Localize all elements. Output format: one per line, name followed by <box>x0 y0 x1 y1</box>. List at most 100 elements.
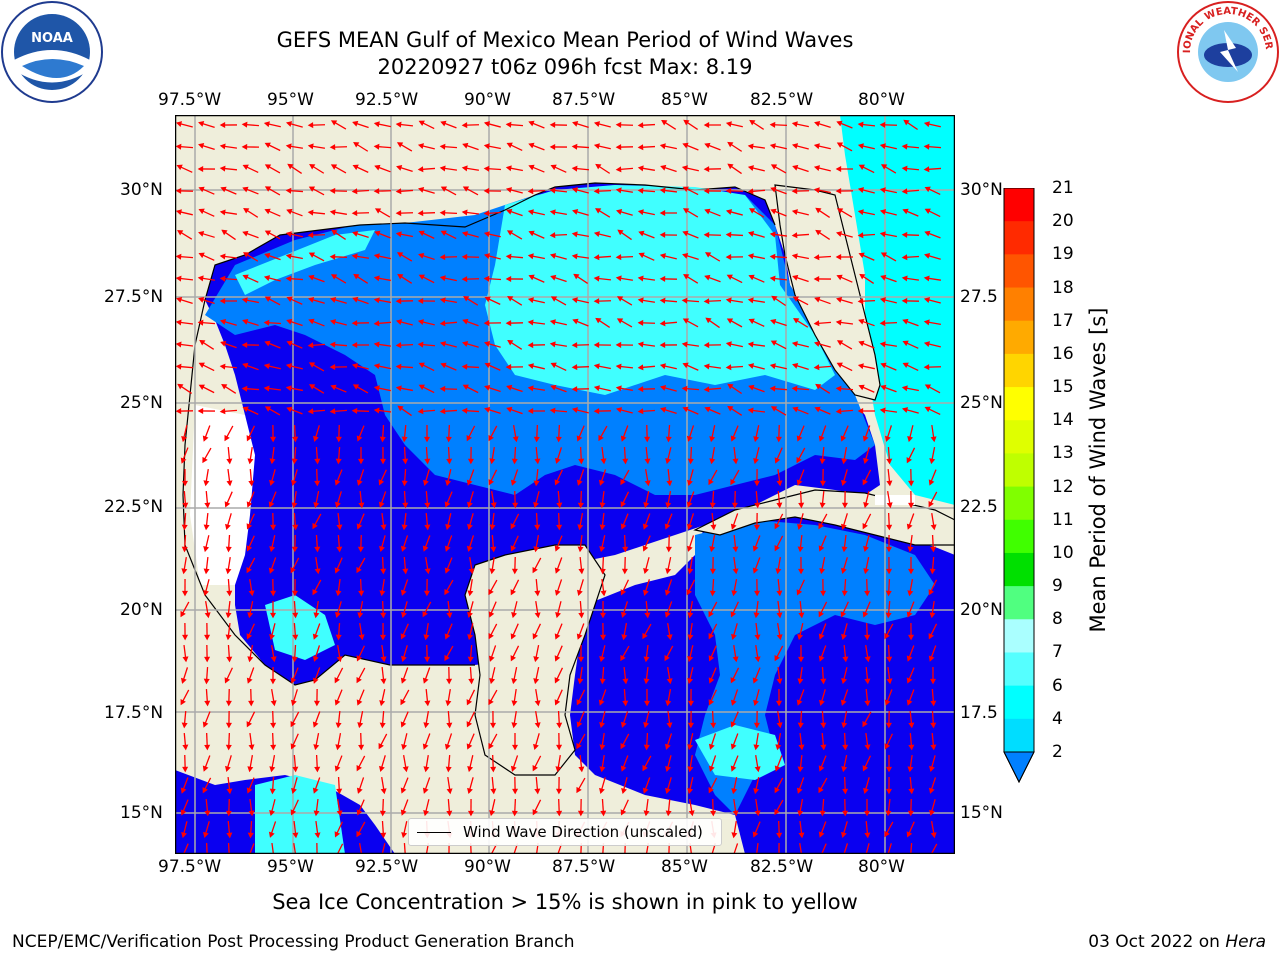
direction-arrow-head <box>571 187 579 193</box>
direction-arrow-head <box>730 523 737 530</box>
direction-arrow-head <box>446 678 453 685</box>
direction-arrow-head <box>440 120 447 127</box>
direction-arrow-head <box>857 143 864 150</box>
direction-arrow-head <box>423 634 430 641</box>
direction-arrow-head <box>840 699 847 706</box>
direction-arrow-head <box>727 163 734 170</box>
direction-arrow-head <box>336 656 343 663</box>
direction-arrow-head <box>534 612 541 619</box>
direction-arrow-head <box>484 362 491 369</box>
direction-arrow <box>182 843 189 854</box>
direction-arrow-head <box>527 342 534 349</box>
short-period-zone-pacific <box>255 775 345 854</box>
direction-arrow-head <box>329 144 336 151</box>
direction-arrow-head <box>725 364 732 371</box>
direction-arrow-head <box>555 436 562 443</box>
direction-arrow-head <box>444 633 451 640</box>
direction-arrow-head <box>732 656 739 663</box>
direction-arrow-head <box>379 545 385 553</box>
direction-arrow-head <box>666 678 673 685</box>
direction-arrow-head <box>858 164 865 170</box>
direction-arrow-head <box>198 362 205 369</box>
direction-arrow-head <box>820 678 827 685</box>
direction-arrow-head <box>527 297 534 304</box>
direction-arrow-head <box>842 810 849 817</box>
direction-arrow-head <box>703 166 710 173</box>
direction-arrow-head <box>533 480 540 487</box>
colorbar-tick-label: 17 <box>1052 310 1074 331</box>
direction-arrow-head <box>747 165 754 172</box>
direction-arrow-head <box>908 722 915 729</box>
direction-arrow-head <box>577 656 585 663</box>
direction-arrow-head <box>400 545 407 552</box>
direction-arrow-head <box>401 611 407 619</box>
direction-arrow-head <box>285 231 292 238</box>
direction-arrow-head <box>334 501 341 508</box>
direction-arrow-head <box>710 810 717 817</box>
direction-arrow-head <box>620 589 627 596</box>
direction-arrow-head <box>290 809 297 816</box>
direction-arrow-head <box>593 385 600 392</box>
direction-arrow-head <box>840 567 847 574</box>
direction-arrow-head <box>726 274 733 280</box>
direction-arrow-head <box>528 274 535 281</box>
direction-arrow-head <box>730 435 737 442</box>
direction-arrow-head <box>401 655 407 662</box>
direction-arrow-head <box>880 164 888 170</box>
direction-arrow-head <box>505 165 512 172</box>
direction-arrow-head <box>682 142 689 149</box>
direction-arrow-head <box>791 188 798 195</box>
direction-arrow-head <box>175 253 182 260</box>
direction-arrow-head <box>704 274 711 281</box>
direction-arrow-head <box>644 458 651 465</box>
lon-tick-bottom: 87.5°W <box>552 857 616 877</box>
colorbar-tick-label: 16 <box>1052 343 1074 364</box>
direction-arrow-head <box>400 589 407 596</box>
colorbar-segment <box>1004 552 1034 587</box>
direction-arrow <box>403 842 406 854</box>
direction-arrow-head <box>489 810 496 817</box>
direction-arrow-head <box>620 809 627 816</box>
direction-arrow-head <box>637 297 644 304</box>
direction-arrow-head <box>923 275 930 282</box>
direction-arrow-head <box>930 436 937 443</box>
lat-tick-left: 20°N <box>120 600 163 620</box>
direction-arrow-head <box>312 787 319 794</box>
direction-arrow-head <box>682 362 689 369</box>
direction-arrow-head <box>731 788 738 795</box>
direction-arrow-head <box>599 524 606 531</box>
direction-arrow-head <box>885 788 892 795</box>
direction-arrow-head <box>379 436 386 443</box>
direction-arrow-head <box>686 545 693 552</box>
direction-arrow-head <box>182 502 189 509</box>
direction-arrow-head <box>467 656 474 663</box>
direction-arrow-head <box>466 545 473 552</box>
direction-arrow-head <box>400 633 407 640</box>
direction-arrow-head <box>774 545 780 552</box>
direction-arrow-head <box>747 407 754 414</box>
direction-arrow-head <box>395 231 402 238</box>
direction-arrow-head <box>901 385 908 392</box>
direction-arrow-head <box>555 766 562 773</box>
direction-arrow-head <box>770 164 778 170</box>
direction-arrow-head <box>533 743 539 750</box>
direction-arrow-head <box>312 588 318 596</box>
direction-arrow-head <box>177 383 184 390</box>
direction-arrow-head <box>858 318 865 325</box>
direction-arrow-head <box>424 656 431 663</box>
direction-arrow-head <box>599 502 606 509</box>
colorbar-tick-label: 15 <box>1052 377 1074 398</box>
colorbar-title: Mean Period of Wind Waves [s] <box>1086 307 1110 633</box>
direction-arrow-head <box>643 656 650 663</box>
direction-arrow-head <box>307 232 314 239</box>
lon-tick-top: 87.5°W <box>552 90 616 110</box>
direction-arrow-head <box>754 634 761 641</box>
direction-arrow-head <box>219 408 226 415</box>
direction-arrow-head <box>884 699 891 706</box>
direction-arrow-head <box>813 254 820 261</box>
direction-arrow-head <box>226 480 233 487</box>
direction-arrow-head <box>621 787 627 795</box>
direction-arrow-head <box>776 612 783 619</box>
direction-arrow-head <box>665 568 672 575</box>
direction-arrow-head <box>644 480 651 487</box>
